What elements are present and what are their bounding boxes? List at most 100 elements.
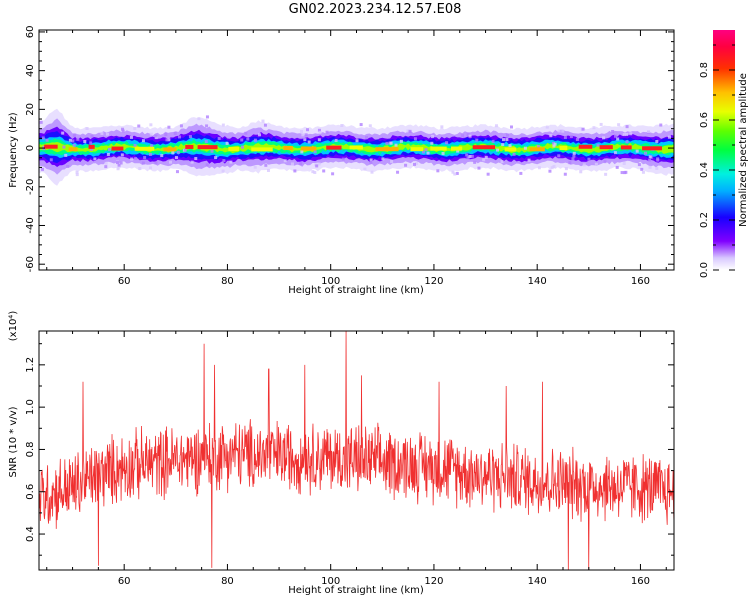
x-tick-label: 120 [424,276,443,287]
x-tick-label: 100 [321,576,340,587]
spectrogram-speckle [369,160,373,164]
spectrogram-speckle [169,160,173,164]
y-tick-label: 1.0 [25,399,36,415]
colorbar: 0.0 0.2 0.4 0.6 0.8 Normalized spectral ampl… [699,30,749,278]
spectrogram-speckle [359,123,363,127]
spectrogram-speckle [563,172,567,176]
spectrogram-speckle [506,133,510,137]
spectrogram-speckle [66,165,70,169]
x-tick-label: 60 [118,576,131,587]
spectrogram-speckle [315,164,319,168]
spectrogram-speckle [494,124,498,128]
spectrogram-speckle [138,167,142,171]
spectrogram-speckle [527,158,531,162]
spectrogram-speckle [572,151,576,155]
spectrogram-speckle [290,162,294,166]
spectrogram-speckle [263,123,267,127]
colorbar-tick-label: 0.6 [699,112,710,128]
spectrogram-speckle [475,138,479,142]
spectrogram-speckle [318,130,322,134]
x-tick-label: 160 [631,576,650,587]
colorbar-label: Normalized spectral amplitude [738,73,749,227]
spectrogram-speckle [468,134,472,138]
spectrogram-speckle [165,138,169,142]
spectrogram-speckle [656,158,660,162]
colorbar-ticks: 0.0 0.2 0.4 0.6 0.8 [699,44,735,278]
spectrogram-speckle [430,135,434,139]
spectrogram-speckle [604,172,608,176]
y-tick-label: 0.4 [25,526,36,542]
x-tick-label: 140 [528,576,547,587]
spectrogram-core [450,146,463,151]
spectrogram-core [559,146,568,151]
spectrogram-speckle [441,151,445,155]
spectrogram-speckle [105,132,109,136]
spectrogram-speckle [655,166,659,170]
snr-panel: 60 80 100 120 140 160 0.4 0.6 0.8 1.0 1.2 Height … [8,311,675,596]
spectrogram-speckle [637,163,641,167]
spectrogram-speckle [611,129,615,133]
spectrogram-speckle [115,161,119,165]
snr-plot-area [39,331,674,570]
spectrogram-speckle [179,124,183,128]
spectrogram-core [578,144,593,149]
spectrogram-speckle [194,157,198,161]
spectrogram-core [504,147,517,152]
x-tick-label: 80 [221,576,234,587]
spectrogram-speckle [283,159,287,163]
spectrogram-speckle [149,166,153,170]
spectrogram-speckle [49,158,53,162]
spectrogram-speckle [587,157,591,161]
spectrogram-speckle [210,149,214,153]
spectrogram-speckle [134,157,138,161]
spectrogram-speckle [413,162,417,166]
snr-series-line [39,331,674,570]
spectrogram-speckle [76,137,80,141]
spectrogram-speckle [120,153,124,157]
spectrogram-speckle [613,151,617,155]
spectrogram-speckle [564,167,568,171]
spectrogram-speckle [39,120,43,124]
spectrogram-speckle [42,145,46,149]
spectrogram-speckle [253,165,257,169]
spectrogram-speckle [465,153,469,157]
spectrogram-speckle [563,136,567,140]
spectrogram-speckle [415,162,419,166]
spectrogram-speckle [569,134,573,138]
spectrogram-core [599,145,613,150]
spectrogram-speckle [396,170,400,174]
figure-title: GN02.2023.234.12.57.E08 [288,2,462,17]
spectrogram-speckle [317,128,321,132]
spectrogram-speckle [648,165,652,169]
colorbar-tick-label: 0.8 [699,62,710,78]
spectrogram-speckle [575,137,579,141]
colorbar-gradient [713,30,735,270]
spectrogram-speckle [164,132,168,136]
spectrogram-speckle [501,143,505,147]
y-tick-label: 1.2 [25,357,36,373]
spectrogram-speckle [116,167,120,171]
spectrogram-speckle [622,133,626,137]
spectrogram-core [529,147,545,152]
spectrogram-speckle [204,139,208,143]
spectrogram-speckle [571,157,575,161]
spectrogram-speckle [154,134,158,138]
spectrogram-speckle [129,135,133,139]
spectrogram-speckle [313,170,317,174]
spectrogram-speckle [306,128,310,132]
spectrogram-core [134,146,155,151]
spectrogram-core [472,145,496,150]
spectrogram-speckle [322,169,326,173]
x-tick-label: 100 [321,276,340,287]
spectrogram-speckle [149,132,153,136]
spectrogram-speckle [625,132,629,136]
spectrogram-speckle [108,147,112,151]
spectrogram-speckle [313,150,317,154]
snr-y-scale-label: (x10⁴) [8,311,19,342]
spectrogram-speckle [148,152,152,156]
spectrogram-speckle [482,158,486,162]
spectrogram-speckle [466,156,470,160]
x-tick-label: 140 [528,276,547,287]
spectrogram-speckle [167,138,171,142]
spectrogram-core [375,147,399,152]
